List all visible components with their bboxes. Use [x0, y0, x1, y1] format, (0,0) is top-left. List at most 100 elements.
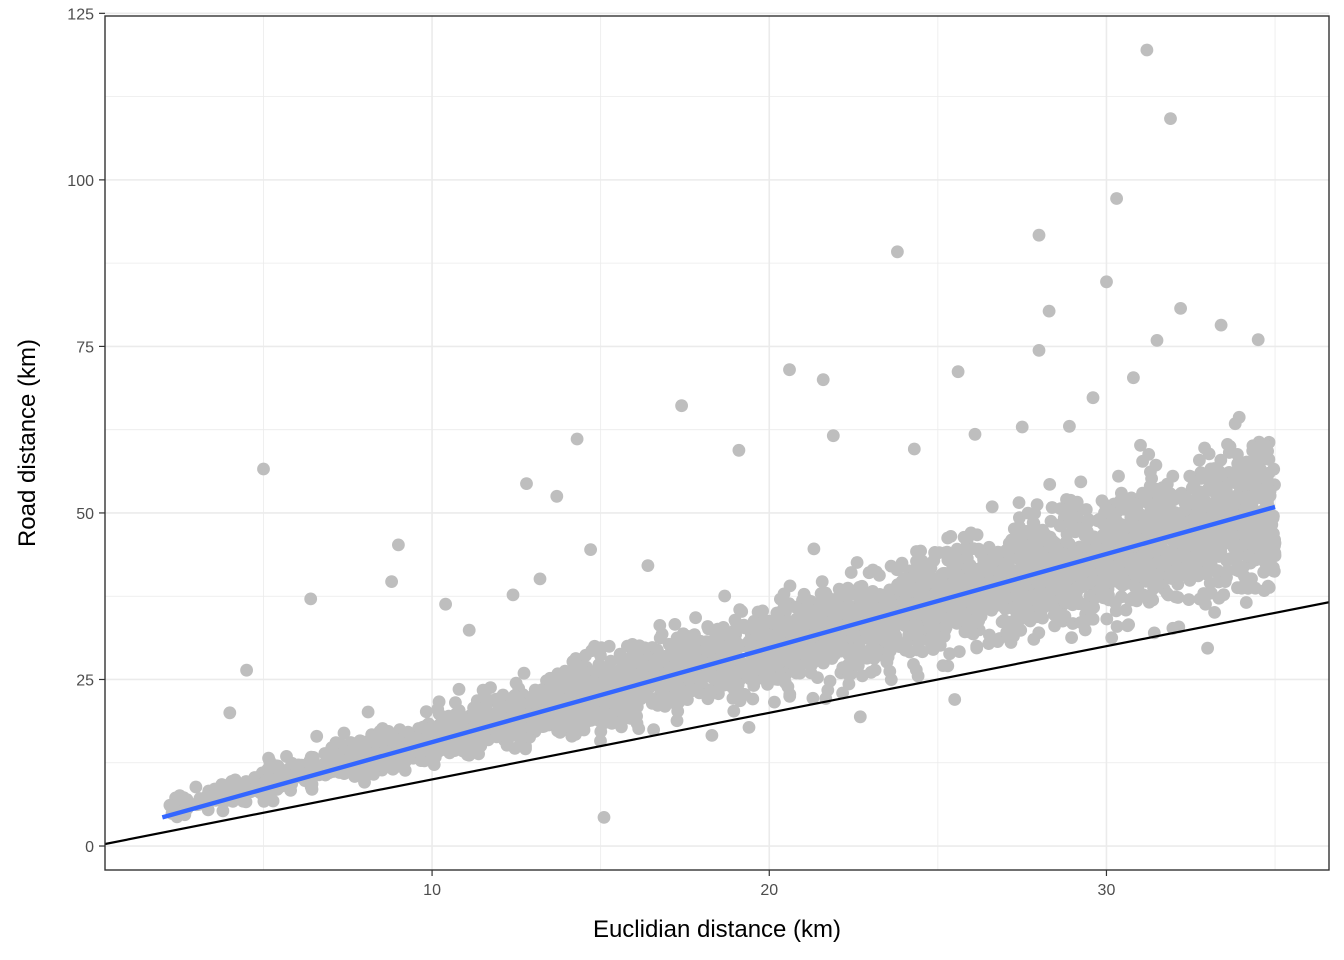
data-point [517, 666, 531, 680]
data-point [914, 544, 927, 558]
data-point [1048, 572, 1061, 585]
data-point [1115, 486, 1128, 500]
data-point [577, 665, 590, 678]
data-point [565, 729, 579, 743]
data-point [1139, 519, 1153, 533]
data-point [685, 680, 699, 694]
data-point [689, 643, 703, 657]
data-point [883, 665, 897, 678]
x-tick-label: 10 [423, 882, 441, 899]
data-point [768, 695, 781, 709]
data-point [443, 720, 457, 734]
data-point [879, 591, 893, 605]
data-point [946, 603, 960, 616]
data-point [442, 709, 456, 723]
data-point [895, 584, 909, 598]
data-point [1267, 564, 1281, 578]
data-point [1032, 228, 1046, 242]
x-tick-label: 20 [760, 882, 778, 899]
data-point [1212, 494, 1225, 507]
data-point [189, 780, 203, 794]
data-point [223, 706, 237, 720]
data-point [1147, 582, 1160, 595]
data-point [585, 644, 599, 658]
data-point [1055, 609, 1069, 623]
data-point [1194, 471, 1208, 485]
data-point [727, 632, 741, 646]
data-point [304, 780, 318, 794]
data-point [1064, 493, 1078, 507]
data-point [895, 556, 909, 570]
data-point [504, 723, 518, 737]
data-point [493, 709, 507, 723]
data-point [1134, 438, 1147, 452]
data-point [868, 588, 882, 602]
data-point [1144, 465, 1157, 479]
data-point [1021, 603, 1035, 616]
data-point [732, 443, 746, 457]
data-point [1220, 570, 1233, 584]
data-point [513, 739, 527, 753]
data-point [290, 766, 303, 779]
data-point [614, 695, 628, 708]
data-point [173, 789, 187, 803]
data-point [1185, 470, 1199, 484]
data-point [1140, 43, 1154, 57]
data-point [789, 600, 802, 614]
data-point [520, 477, 533, 490]
data-point [589, 665, 603, 678]
data-point [1197, 500, 1210, 514]
x-axis-ticks: 10 20 30 [423, 870, 1115, 899]
data-point [745, 669, 759, 683]
data-point [318, 747, 332, 760]
data-point [632, 722, 646, 735]
data-point [1232, 410, 1246, 424]
data-point [1193, 453, 1206, 467]
data-point [1074, 475, 1088, 489]
data-point [1163, 487, 1177, 501]
data-point [1119, 603, 1133, 617]
data-point [476, 731, 490, 744]
data-point [1054, 502, 1067, 516]
data-point [280, 750, 293, 763]
data-point [584, 677, 597, 691]
data-point [670, 714, 684, 728]
data-point [1006, 615, 1019, 628]
data-point [1142, 448, 1156, 461]
data-point [1172, 620, 1186, 634]
data-point [1067, 510, 1081, 524]
data-point [826, 429, 840, 443]
data-point [1015, 420, 1029, 434]
data-point [1193, 592, 1207, 606]
data-point [651, 651, 665, 665]
data-point [679, 648, 693, 662]
data-point [1230, 551, 1243, 565]
data-point [883, 642, 897, 655]
data-point [653, 619, 667, 632]
data-point [777, 587, 791, 601]
data-point [550, 489, 564, 503]
data-point [952, 645, 966, 658]
data-point [1230, 489, 1244, 502]
data-point [670, 631, 684, 645]
data-point [1198, 441, 1211, 455]
data-point [353, 741, 367, 754]
data-point [1070, 567, 1084, 581]
data-point [615, 720, 628, 734]
data-point [990, 551, 1004, 565]
data-point [1065, 546, 1078, 560]
data-point [976, 560, 989, 573]
data-point [1083, 612, 1096, 626]
data-point [675, 399, 688, 413]
data-point [641, 559, 655, 572]
data-point [1065, 631, 1078, 644]
data-point [670, 698, 683, 712]
data-point [1122, 618, 1135, 631]
data-point [385, 575, 398, 588]
data-point [506, 588, 520, 602]
data-point [816, 373, 830, 387]
data-point [756, 604, 769, 618]
data-point [1249, 487, 1263, 501]
data-point [899, 643, 912, 657]
